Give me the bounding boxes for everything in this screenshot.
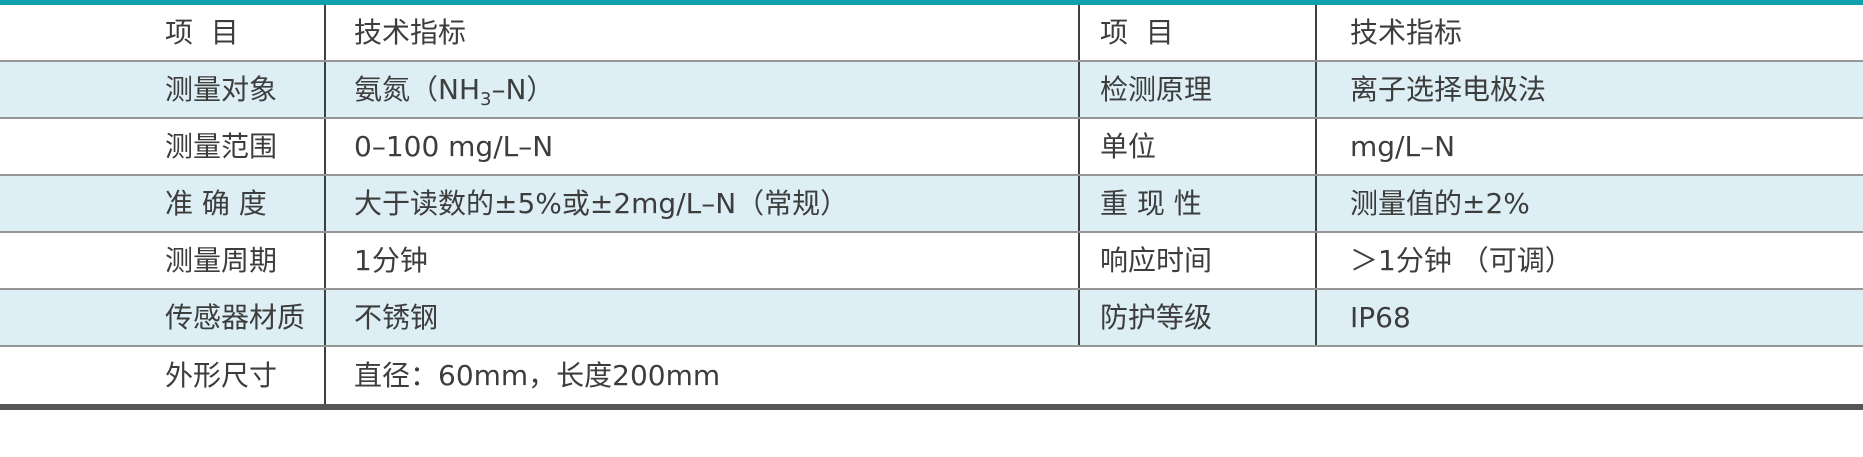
item-label-cell: 测量范围 (0, 119, 326, 174)
spec-table: 项 目 技术指标 项 目 技术指标 测量对象 氨氮（NH 3 –N） 检测原理 离子… (0, 5, 1863, 404)
item-label-cell: 准 确 度 (0, 176, 326, 231)
spec-value-cell: mg/L–N (1350, 129, 1456, 163)
subscript-text: 3 (480, 89, 492, 110)
item-label-cell: 测量对象 (0, 62, 326, 117)
table-header-row: 项 目 技术指标 项 目 技术指标 (0, 5, 1863, 62)
spec-value-cell: IP68 (1350, 300, 1411, 334)
spec-value-cell-full-span: 直径：60mm，长度200mm (354, 358, 721, 392)
bottom-rule-bar (0, 404, 1863, 410)
table-row: 测量对象 氨氮（NH 3 –N） 检测原理 离子选择电极法 (0, 62, 1863, 119)
spec-value-cell: 0–100 mg/L–N (326, 119, 1080, 174)
item-label-cell: 重 现 性 (1080, 176, 1317, 231)
header-item-label-right: 项 目 (1080, 5, 1317, 60)
item-label-cell: 传感器材质 (0, 290, 326, 345)
item-label-cell: 检测原理 (1080, 62, 1317, 117)
top-accent-bar (0, 0, 1863, 5)
spec-value-text: 氨氮（NH (354, 72, 481, 106)
spec-value-cell: 不锈钢 (326, 290, 1080, 345)
spec-value-cell: 测量值的±2% (1350, 186, 1530, 220)
spec-value-cell: 1分钟 (326, 233, 1080, 288)
table-row: 测量周期 1分钟 响应时间 ＞1分钟 （可调） (0, 233, 1863, 290)
spec-value-cell: 离子选择电极法 (1350, 72, 1547, 106)
header-spec-label-left: 技术指标 (326, 5, 1080, 60)
table-row: 传感器材质 不锈钢 防护等级 IP68 (0, 290, 1863, 347)
spec-value-cell: 氨氮（NH 3 –N） (326, 62, 1080, 117)
item-label-cell: 响应时间 (1080, 233, 1317, 288)
item-label-cell: 防护等级 (1080, 290, 1317, 345)
spec-value-text: –N） (491, 72, 555, 106)
header-item-label-left: 项 目 (0, 5, 326, 60)
header-spec-label-right: 技术指标 (1350, 15, 1463, 49)
spec-value-cell: ＞1分钟 （可调） (1350, 243, 1573, 277)
item-label-cell: 外形尺寸 (0, 347, 326, 404)
item-label-cell: 单位 (1080, 119, 1317, 174)
table-row: 测量范围 0–100 mg/L–N 单位 mg/L–N (0, 119, 1863, 176)
table-row: 准 确 度 大于读数的±5%或±2mg/L–N（常规） 重 现 性 测量值的±2… (0, 176, 1863, 233)
table-row-dimensions: 外形尺寸 直径：60mm，长度200mm (0, 347, 1863, 404)
item-label-cell: 测量周期 (0, 233, 326, 288)
spec-value-cell: 大于读数的±5%或±2mg/L–N（常规） (326, 176, 1080, 231)
